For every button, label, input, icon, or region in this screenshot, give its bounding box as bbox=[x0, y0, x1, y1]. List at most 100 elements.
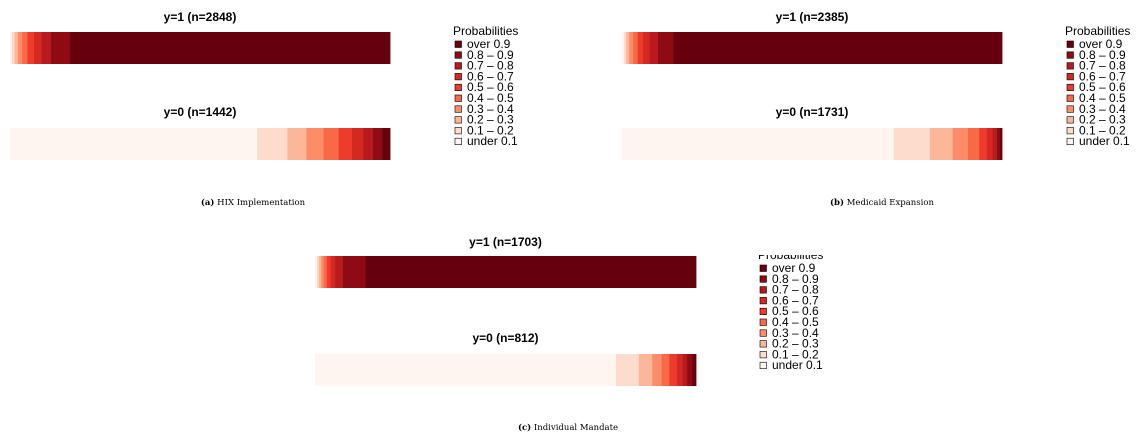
caption-text: Medicaid Expansion bbox=[844, 198, 934, 208]
legend-swatch bbox=[1066, 105, 1074, 113]
caption-text: HIX Implementation bbox=[214, 198, 305, 208]
legend-item-label: over 0.9 bbox=[1079, 37, 1123, 51]
heat-bin bbox=[365, 256, 697, 288]
legend-swatch bbox=[759, 329, 767, 337]
legend-swatch bbox=[759, 351, 767, 359]
heat-bin bbox=[676, 354, 684, 386]
legend-item-label: 0.8 – 0.9 bbox=[467, 48, 514, 62]
heat-bin bbox=[992, 128, 998, 160]
panel-title: y=0 (n=1442) bbox=[164, 105, 237, 119]
legend-swatch bbox=[759, 361, 767, 370]
legend-item-label: 0.1 – 0.2 bbox=[772, 347, 819, 361]
legend-swatch bbox=[1066, 40, 1074, 48]
heat-bin bbox=[893, 128, 931, 160]
legend-item-label: over 0.9 bbox=[772, 261, 816, 275]
heat-bin bbox=[338, 128, 353, 160]
legend-item-label: 0.2 – 0.3 bbox=[1079, 113, 1126, 127]
subfigure-caption: (a) HIX Implementation bbox=[201, 197, 306, 208]
legend-swatch bbox=[1066, 83, 1074, 91]
heat-bin bbox=[649, 32, 659, 64]
legend-swatch bbox=[759, 275, 767, 283]
caption-text: Individual Mandate bbox=[531, 423, 618, 433]
legend-item-label: 0.8 – 0.9 bbox=[1079, 48, 1126, 62]
legend-item-label: under 0.1 bbox=[467, 134, 518, 148]
heat-bin bbox=[661, 354, 670, 386]
heat-bin bbox=[330, 256, 336, 288]
heat-bin bbox=[70, 32, 391, 64]
subfigure-caption: (c) Individual Mandate bbox=[518, 422, 618, 433]
heat-bin bbox=[615, 354, 640, 386]
heat-bin bbox=[335, 256, 344, 288]
heat-bin bbox=[17, 32, 23, 64]
legend-swatch bbox=[454, 127, 462, 135]
heat-bin bbox=[315, 354, 617, 386]
subplot-b: y=1 (n=2385) y=0 (n=1731) Probabilitiesove… bbox=[622, 10, 1130, 208]
legend-item-label: 0.5 – 0.6 bbox=[1079, 80, 1126, 94]
legend-swatch bbox=[454, 73, 462, 81]
legend-swatch bbox=[1066, 51, 1074, 59]
heat-bin bbox=[637, 32, 644, 64]
heat-bin bbox=[997, 128, 1001, 160]
heat-bin bbox=[967, 128, 980, 160]
heat-bin bbox=[316, 256, 320, 288]
heat-bin bbox=[622, 128, 895, 160]
heat-bin bbox=[11, 32, 15, 64]
heat-bin bbox=[22, 32, 28, 64]
legend-swatch bbox=[454, 94, 462, 102]
heat-bin bbox=[257, 128, 288, 160]
heat-bin bbox=[323, 128, 340, 160]
legend-item-label: 0.5 – 0.6 bbox=[772, 304, 819, 318]
heat-bin bbox=[14, 32, 19, 64]
legend-swatch bbox=[454, 83, 462, 91]
legend-item-label: 0.6 – 0.7 bbox=[772, 293, 819, 307]
panel-title: y=0 (n=1731) bbox=[776, 105, 849, 119]
heat-bin bbox=[10, 128, 258, 160]
legend-swatch bbox=[1066, 116, 1074, 124]
legend-item-label: over 0.9 bbox=[467, 37, 511, 51]
legend-item-label: 0.3 – 0.4 bbox=[1079, 102, 1126, 116]
heat-bin bbox=[692, 354, 697, 386]
heat-bin bbox=[929, 128, 953, 160]
legend-swatch bbox=[1066, 62, 1074, 70]
heat-bin bbox=[306, 128, 324, 160]
heat-bin bbox=[986, 128, 993, 160]
heat-bin bbox=[41, 32, 52, 64]
heat-bin bbox=[321, 256, 325, 288]
legend-swatch bbox=[454, 51, 462, 59]
legend-title: Probabilities bbox=[1065, 24, 1130, 38]
panel-title: y=1 (n=2385) bbox=[776, 10, 849, 24]
heat-bin bbox=[952, 128, 969, 160]
heat-bin bbox=[638, 354, 653, 386]
legend-item-label: 0.2 – 0.3 bbox=[467, 113, 514, 127]
legend-swatch bbox=[1066, 137, 1074, 145]
caption-label: (c) bbox=[518, 422, 531, 433]
legend-swatch bbox=[454, 62, 462, 70]
heat-bin bbox=[27, 32, 35, 64]
panel-title: y=0 (n=812) bbox=[472, 331, 538, 345]
heat-bin bbox=[10, 32, 13, 64]
panel-title: y=1 (n=1703) bbox=[469, 235, 542, 249]
heat-bin bbox=[323, 256, 328, 288]
legend-item-label: 0.7 – 0.8 bbox=[1079, 59, 1126, 73]
subplot-a: y=1 (n=2848) y=0 (n=1442) Probabilitiesove… bbox=[10, 10, 518, 208]
heat-bin bbox=[642, 32, 651, 64]
legend-item-label: 0.1 – 0.2 bbox=[1079, 123, 1126, 137]
caption-label: (a) bbox=[201, 197, 215, 208]
heat-bin bbox=[326, 256, 332, 288]
heat-bin bbox=[1000, 128, 1003, 160]
legend-swatch bbox=[759, 297, 767, 305]
heat-bin bbox=[318, 256, 322, 288]
heat-bin bbox=[382, 128, 391, 160]
legend-item-label: 0.4 – 0.5 bbox=[467, 91, 514, 105]
heat-bin bbox=[51, 32, 71, 64]
legend-swatch bbox=[1066, 127, 1074, 135]
legend-item-label: 0.3 – 0.4 bbox=[772, 326, 819, 340]
legend-item-label: 0.5 – 0.6 bbox=[467, 80, 514, 94]
legend-item-label: 0.3 – 0.4 bbox=[467, 102, 514, 116]
legend-swatch bbox=[759, 318, 767, 326]
legend-swatch bbox=[454, 116, 462, 124]
heat-bin bbox=[629, 32, 634, 64]
